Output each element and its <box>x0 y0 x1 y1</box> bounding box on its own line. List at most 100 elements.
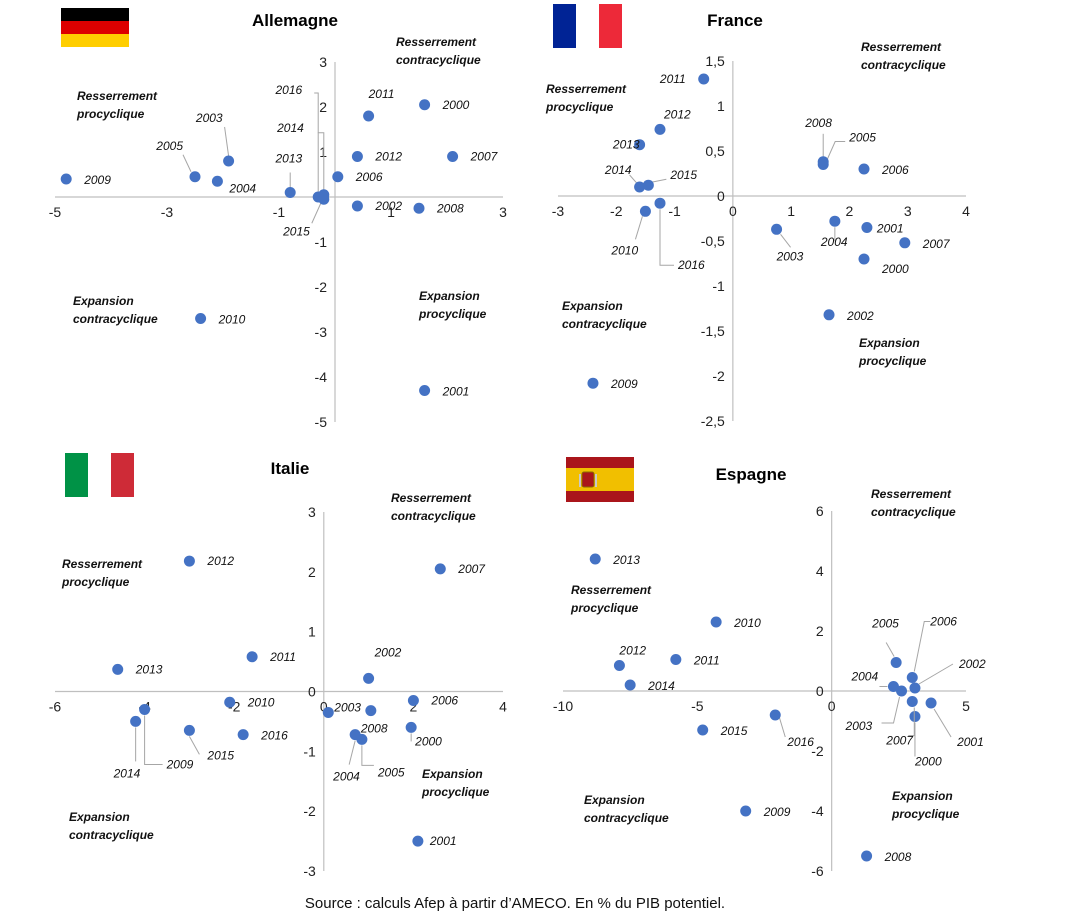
data-point <box>223 155 235 167</box>
data-point <box>419 99 431 111</box>
leader-line <box>224 126 230 157</box>
x-tick-label: -1 <box>273 204 286 220</box>
france-flag <box>553 4 622 48</box>
chart-title: Italie <box>271 459 310 478</box>
point-label: 2003 <box>776 249 804 263</box>
quadrant-label: Resserrement <box>391 491 472 505</box>
quadrant-label: Resserrement <box>571 583 652 597</box>
y-tick-label: -6 <box>811 863 824 879</box>
point-label: 2004 <box>332 770 360 784</box>
point-label: 2013 <box>612 138 640 152</box>
x-tick-label: -3 <box>161 204 174 220</box>
quadrant-label: contracyclique <box>584 811 669 825</box>
point-label: 2008 <box>436 201 464 215</box>
x-tick-label: 3 <box>904 203 912 219</box>
leader-line <box>651 178 667 183</box>
point-label: 2006 <box>430 693 458 707</box>
quadrant-label: contracyclique <box>871 505 956 519</box>
leader-line <box>913 621 931 672</box>
x-tick-label: 3 <box>499 204 507 220</box>
quadrant-label: Expansion <box>562 299 623 313</box>
data-point <box>413 202 425 214</box>
x-tick-label: 0 <box>828 698 836 714</box>
data-point <box>139 703 151 715</box>
data-point <box>710 616 722 628</box>
point-label: 2015 <box>282 224 310 238</box>
y-tick-label: 0 <box>308 684 316 700</box>
y-tick-label: 1 <box>319 144 327 160</box>
data-point <box>351 200 363 212</box>
point-label: 2012 <box>374 150 402 164</box>
point-label: 2002 <box>374 199 402 213</box>
data-point <box>363 110 375 122</box>
data-point <box>909 711 921 722</box>
point-label: 2002 <box>958 657 986 671</box>
data-point <box>861 222 873 233</box>
leader-line <box>188 736 200 755</box>
x-tick-label: -5 <box>49 204 62 220</box>
point-label: 2001 <box>442 385 470 399</box>
chart-france: France -3 -2 -1 0 1 2 3 41,510,50-0,5-1-1,5-2-2… <box>545 11 970 429</box>
point-label: 2006 <box>929 615 957 629</box>
quadrant-label: contracyclique <box>861 58 946 72</box>
x-tick-label: -1 <box>668 203 681 219</box>
y-tick-label: -1 <box>712 278 725 294</box>
x-tick-label: 0 <box>320 699 328 715</box>
chart-title: France <box>707 11 763 30</box>
data-point <box>698 73 710 85</box>
chart-title: Allemagne <box>252 11 338 30</box>
point-label: 2000 <box>442 98 470 112</box>
quadrant-label: Expansion <box>69 810 130 824</box>
leader-line <box>144 715 163 765</box>
point-label: 2007 <box>922 237 951 251</box>
spain-flag <box>566 457 634 502</box>
point-label: 2004 <box>850 670 878 684</box>
data-point <box>60 173 72 185</box>
x-tick-label: 4 <box>962 203 970 219</box>
point-label: 2012 <box>618 644 646 658</box>
y-tick-label: -5 <box>315 414 328 430</box>
leader-line <box>826 141 846 160</box>
leader-line <box>348 740 356 765</box>
data-point <box>183 724 195 736</box>
leader-line <box>311 203 322 224</box>
x-tick-label: 0 <box>729 203 737 219</box>
data-point <box>829 215 841 227</box>
data-point <box>890 657 902 668</box>
y-tick-label: -4 <box>811 803 824 819</box>
quadrant-label: procyclique <box>421 785 490 799</box>
x-tick-label: -6 <box>49 699 62 715</box>
leader-line <box>659 209 674 266</box>
quadrant-label: procyclique <box>76 107 145 121</box>
leader-line <box>317 132 325 190</box>
leader-line <box>933 708 952 738</box>
point-label: 2015 <box>206 748 234 762</box>
quadrant-label: procyclique <box>570 601 639 615</box>
x-tick-label: 1 <box>787 203 795 219</box>
point-label: 2010 <box>247 695 275 709</box>
point-label: 2007 <box>885 734 914 748</box>
point-label: 2016 <box>677 258 705 272</box>
y-tick-label: 6 <box>816 503 824 519</box>
point-label: 2012 <box>206 554 234 568</box>
quadrant-label: Resserrement <box>62 557 143 571</box>
point-label: 2000 <box>881 262 909 276</box>
leader-line <box>634 216 643 240</box>
quadrant-label: Expansion <box>422 767 483 781</box>
data-point <box>112 663 124 675</box>
quadrant-label: Resserrement <box>396 35 477 49</box>
point-label: 2005 <box>848 131 876 145</box>
leader-line <box>778 716 786 738</box>
quadrant-label: procyclique <box>858 354 927 368</box>
x-tick-label: -5 <box>691 698 704 714</box>
point-label: 2008 <box>360 722 388 736</box>
y-tick-label: -3 <box>303 863 316 879</box>
data-point <box>634 139 646 151</box>
data-point <box>861 850 873 862</box>
point-label: 2007 <box>470 150 499 164</box>
point-label: 2010 <box>218 313 246 327</box>
leader-line <box>885 642 895 657</box>
point-label: 2010 <box>733 616 761 630</box>
data-point <box>697 724 709 736</box>
